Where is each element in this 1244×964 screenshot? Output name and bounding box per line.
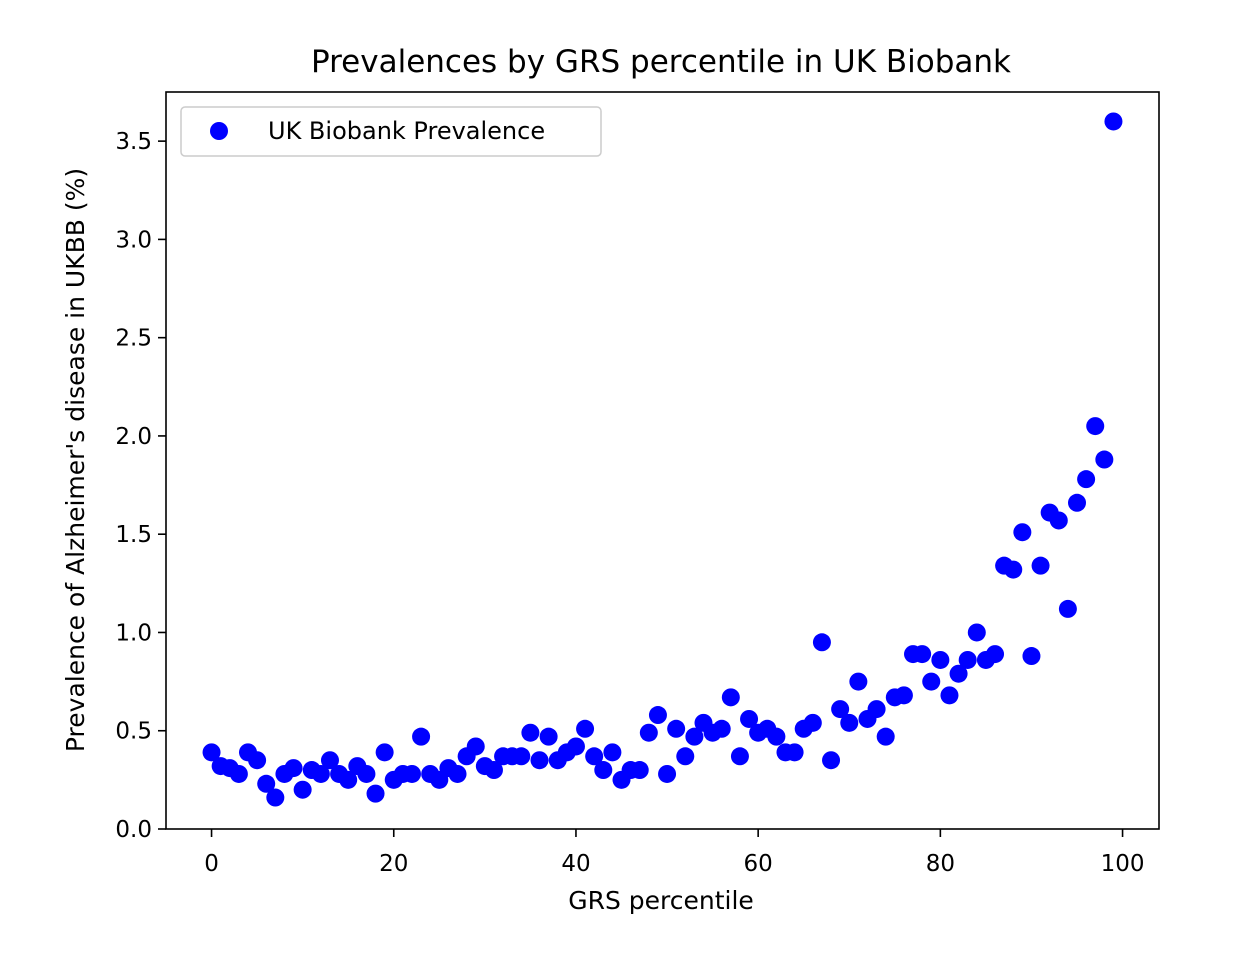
y-tick-label: 0.5 [115,719,152,745]
data-point [357,764,376,783]
legend-label: UK Biobank Prevalence [268,117,545,145]
data-point [876,727,895,746]
y-tick-label: 3.5 [115,129,152,155]
data-point [630,761,649,780]
data-point [849,672,868,691]
data-point [284,759,303,778]
data-point [1031,556,1050,575]
y-axis-ticks: 0.0 0.5 1.0 1.5 2.0 2.5 3.0 3.5 [115,129,166,843]
x-axis-label: GRS percentile [568,886,754,915]
data-point [566,737,585,756]
data-point [658,764,677,783]
data-point [840,713,859,732]
data-point [530,751,549,770]
x-tick-label: 20 [379,851,408,877]
data-point [676,747,695,766]
data-point [812,633,831,652]
data-point [913,645,932,664]
x-tick-label: 80 [926,851,955,877]
data-point [894,686,913,705]
data-point [949,664,968,683]
y-tick-label: 2.0 [115,424,152,450]
x-tick-label: 100 [1101,851,1145,877]
data-point [712,719,731,738]
data-point [521,723,540,742]
data-point [940,686,959,705]
data-point [922,672,941,691]
data-point [967,623,986,642]
data-point [402,764,421,783]
y-tick-label: 1.5 [115,522,152,548]
data-point [448,764,467,783]
y-axis-label: Prevalence of Alzheimer's disease in UKB… [61,168,90,752]
data-point [1013,523,1032,542]
data-point [730,747,749,766]
x-tick-label: 0 [204,851,219,877]
data-point [603,743,622,762]
data-point [931,650,950,669]
data-point [986,645,1005,664]
data-point [1068,493,1087,512]
data-point [311,764,330,783]
data-point [1077,470,1096,489]
data-point [740,709,759,728]
data-point [585,747,604,766]
data-point [867,700,886,719]
y-tick-label: 0.0 [115,817,152,843]
data-point [822,751,841,770]
data-point [785,743,804,762]
x-axis-ticks: 0 20 40 60 80 100 [204,829,1145,877]
data-point [366,784,385,803]
data-point [229,764,248,783]
data-point [639,723,658,742]
data-point [648,706,667,725]
x-tick-label: 60 [744,851,773,877]
data-point [257,774,276,793]
y-tick-label: 1.0 [115,620,152,646]
data-point [512,747,531,766]
data-point [375,743,394,762]
data-point [594,761,613,780]
data-point [576,719,595,738]
data-point [685,727,704,746]
y-tick-label: 3.0 [115,227,152,253]
data-point [320,751,339,770]
data-point [412,727,431,746]
data-point [803,713,822,732]
data-point [1104,112,1123,131]
data-point [1095,450,1114,469]
plot-frame [165,91,1160,830]
data-point [1049,511,1068,530]
legend: UK Biobank Prevalence [180,106,602,157]
data-point [767,727,786,746]
x-tick-label: 40 [561,851,590,877]
data-point [1058,599,1077,618]
chart-title: Prevalences by GRS percentile in UK Biob… [311,44,1011,80]
data-point [1086,417,1105,436]
data-point [667,719,686,738]
data-point [293,780,312,799]
data-point [1022,647,1041,666]
data-point [831,700,850,719]
data-point [484,761,503,780]
data-point [248,751,267,770]
legend-marker [210,122,228,140]
data-point [266,788,285,807]
data-point [466,737,485,756]
data-point [1004,560,1023,579]
data-point [202,743,221,762]
data-points [202,112,1123,807]
data-point [339,770,358,789]
y-tick-label: 2.5 [115,326,152,352]
data-point [539,727,558,746]
data-point [958,650,977,669]
data-point [721,688,740,707]
legend-box [180,106,602,157]
